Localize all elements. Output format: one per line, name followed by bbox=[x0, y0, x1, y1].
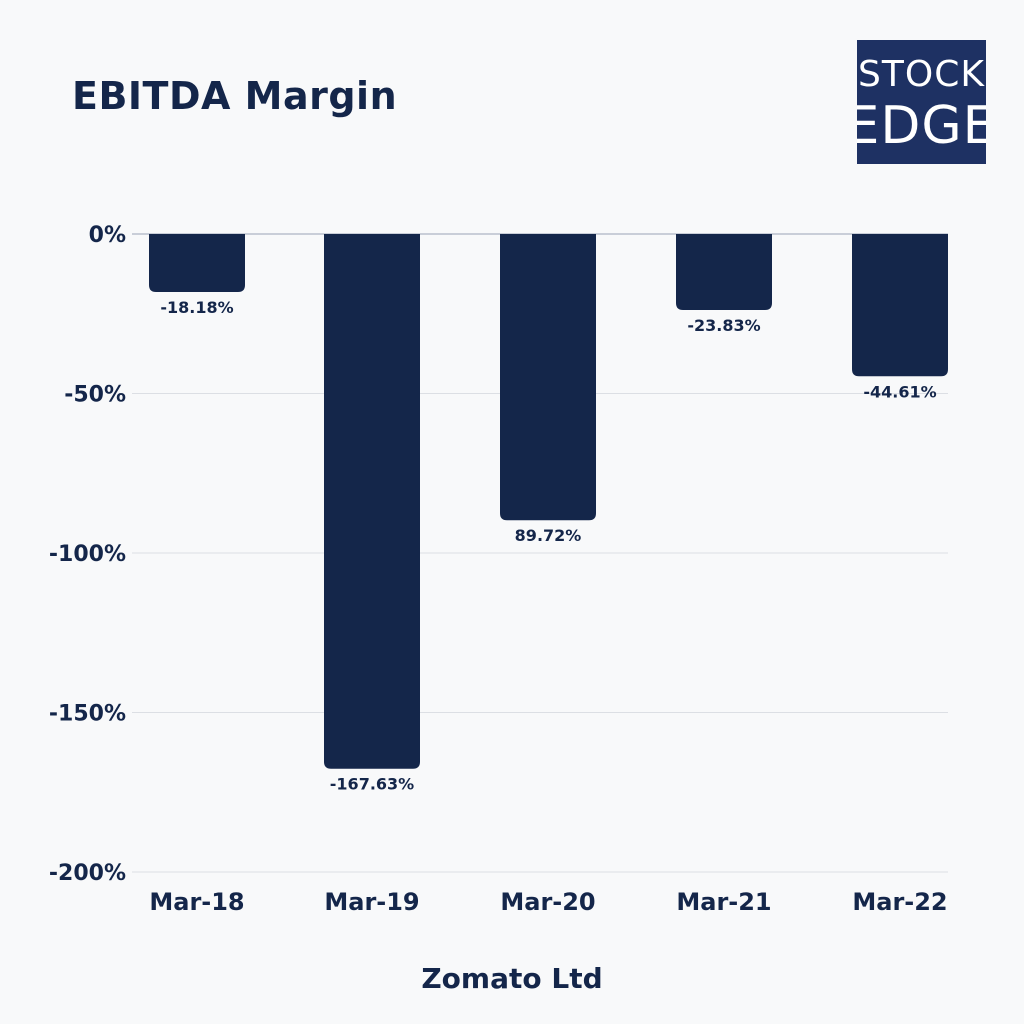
data-label: 89.72% bbox=[515, 526, 582, 545]
x-tick-label: Mar-18 bbox=[149, 888, 244, 916]
y-tick-label: -150% bbox=[49, 702, 126, 727]
bar bbox=[852, 234, 948, 377]
bar bbox=[324, 234, 420, 769]
bar bbox=[500, 234, 596, 521]
chart-title: EBITDA Margin bbox=[72, 74, 398, 118]
data-label: -44.61% bbox=[863, 382, 936, 401]
y-axis-ticks: 0% -50% -100% -150% -200% bbox=[49, 223, 126, 886]
logo-line-2: EDGE bbox=[857, 96, 986, 156]
x-tick-label: Mar-19 bbox=[324, 888, 419, 916]
y-tick-label: -200% bbox=[49, 861, 126, 886]
data-labels: -18.18% -167.63% 89.72% -23.83% -44.61% bbox=[160, 298, 936, 794]
logo-line-1: STOCK bbox=[858, 54, 985, 95]
data-label: -18.18% bbox=[160, 298, 233, 317]
x-tick-label: Mar-20 bbox=[500, 888, 595, 916]
x-tick-label: Mar-21 bbox=[676, 888, 771, 916]
bars bbox=[149, 234, 948, 769]
y-tick-label: -50% bbox=[64, 383, 126, 408]
data-label: -23.83% bbox=[687, 316, 760, 335]
x-axis-ticks: Mar-18 Mar-19 Mar-20 Mar-21 Mar-22 bbox=[149, 888, 947, 916]
y-tick-label: 0% bbox=[89, 223, 126, 248]
stockedge-logo: STOCK EDGE bbox=[857, 40, 986, 164]
data-label: -167.63% bbox=[330, 775, 414, 794]
y-tick-label: -100% bbox=[49, 542, 126, 567]
x-axis-label: Zomato Ltd bbox=[421, 962, 603, 995]
bar bbox=[149, 234, 245, 292]
bar bbox=[676, 234, 772, 311]
x-tick-label: Mar-22 bbox=[852, 888, 947, 916]
